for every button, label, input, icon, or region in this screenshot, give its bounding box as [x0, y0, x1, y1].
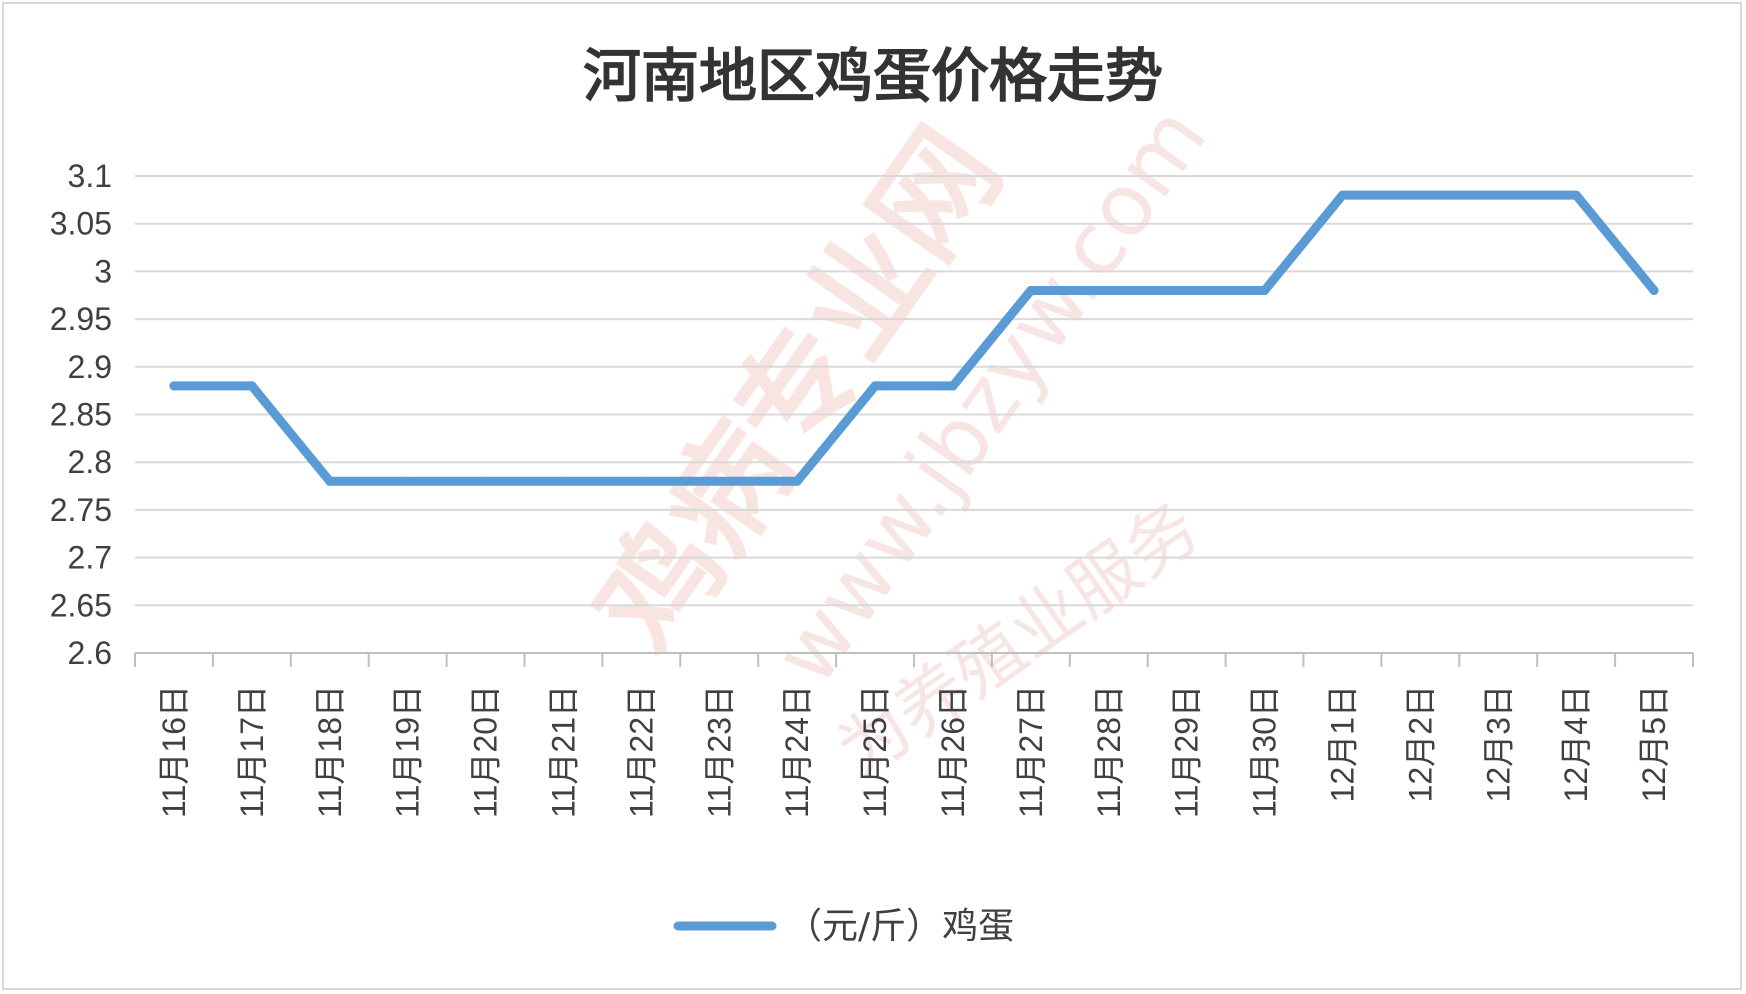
x-tick-label: 11月20日: [468, 685, 504, 818]
data-point: [792, 476, 802, 486]
y-tick-label: 2.75: [50, 492, 112, 528]
data-point: [1026, 285, 1036, 295]
x-tick-label: 12月5日: [1636, 685, 1672, 802]
y-tick-label: 2.65: [50, 587, 112, 623]
data-point: [403, 476, 413, 486]
x-tick-label: 11月25日: [857, 685, 893, 818]
data-point: [870, 381, 880, 391]
data-point: [247, 381, 257, 391]
y-tick-label: 3.1: [68, 158, 112, 194]
data-point: [1260, 285, 1270, 295]
x-tick-label: 11月23日: [701, 685, 737, 818]
data-point: [169, 381, 179, 391]
data-point: [481, 476, 491, 486]
x-tick-label: 11月30日: [1247, 685, 1283, 818]
y-tick-label: 2.8: [68, 444, 112, 480]
y-axis: 3.1 3.05 3 2.95 2.9 2.85 2.8 2.75 2.7 2.65 2.6: [50, 158, 112, 671]
y-tick-label: 2.95: [50, 301, 112, 337]
x-tick-label: 12月1日: [1324, 685, 1360, 802]
x-tick-label: 11月17日: [234, 685, 270, 818]
x-tick-label: 12月4日: [1558, 685, 1594, 802]
legend: （元/斤）鸡蛋: [673, 906, 1014, 947]
x-tick-label: 11月19日: [390, 685, 426, 818]
y-tick-label: 2.85: [50, 397, 112, 433]
data-point: [636, 476, 646, 486]
data-point: [325, 476, 335, 486]
x-tick-label: 11月18日: [312, 685, 348, 818]
x-tick-label: 12月2日: [1402, 685, 1438, 802]
y-tick-label: 3: [94, 253, 112, 289]
x-tick-label: 11月21日: [545, 685, 581, 818]
x-tick-label: 11月28日: [1091, 685, 1127, 818]
data-point: [1337, 190, 1347, 200]
x-tick-label: 11月26日: [935, 685, 971, 818]
x-tick-label: 12月3日: [1480, 685, 1516, 802]
data-point: [714, 476, 724, 486]
data-point: [1104, 285, 1114, 295]
chart-title: 河南地区鸡蛋价格走势: [583, 42, 1163, 110]
data-point: [1415, 190, 1425, 200]
data-point: [1182, 285, 1192, 295]
series-line-egg: [169, 190, 1659, 486]
x-axis: 11月16日 11月17日 11月18日 11月19日 11月20日 11月21日 11月2…: [134, 653, 1694, 818]
y-tick-label: 3.05: [50, 206, 112, 242]
series-group: [169, 190, 1659, 486]
data-point: [1493, 190, 1503, 200]
x-tick-label: 11月29日: [1169, 685, 1205, 818]
x-tick-label: 11月22日: [623, 685, 659, 818]
data-point: [558, 476, 568, 486]
y-tick-label: 2.6: [68, 635, 112, 671]
x-tick-label: 11月16日: [156, 685, 192, 818]
y-tick-label: 2.9: [68, 349, 112, 385]
x-tick-label: 11月24日: [779, 685, 815, 818]
data-point: [948, 381, 958, 391]
x-tick-label: 11月27日: [1013, 685, 1049, 818]
data-point: [1649, 285, 1659, 295]
gridlines: [135, 175, 1693, 654]
data-point: [1571, 190, 1581, 200]
watermark: 鸡病专业网 www.jbzyw.com 为养殖业服务: [570, 89, 1226, 794]
y-tick-label: 2.7: [68, 540, 112, 576]
legend-label: （元/斤）鸡蛋: [786, 906, 1014, 947]
